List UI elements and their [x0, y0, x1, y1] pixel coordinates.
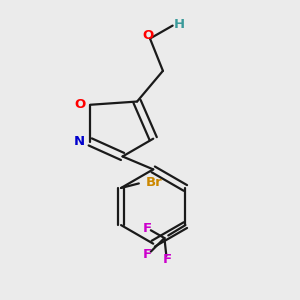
Text: H: H [173, 17, 184, 31]
Text: F: F [143, 222, 152, 235]
Text: N: N [74, 135, 85, 148]
Text: Br: Br [146, 176, 162, 189]
Text: O: O [74, 98, 86, 111]
Text: O: O [143, 29, 154, 42]
Text: F: F [143, 248, 152, 261]
Text: F: F [163, 253, 172, 266]
